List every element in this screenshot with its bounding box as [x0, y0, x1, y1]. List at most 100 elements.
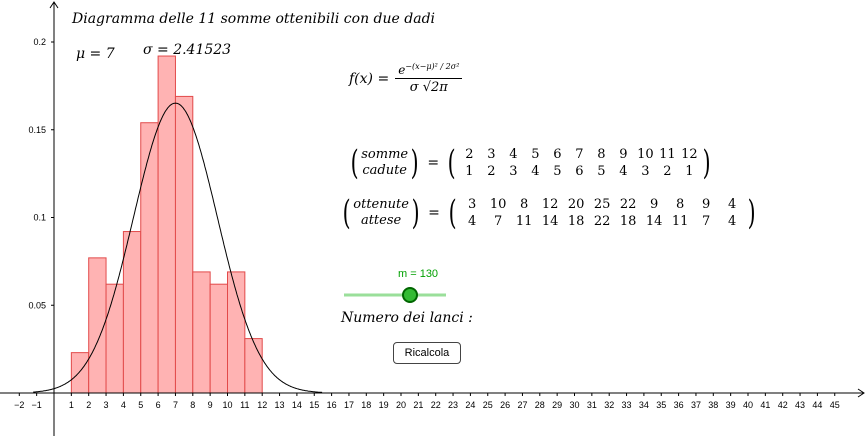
ottenute-cell-top-4: 20 — [567, 197, 585, 212]
matrix-ottenute: ( ottenute attese ) = ( 3 10 8 12 20 25 22 9 8 9 4 4… — [340, 196, 758, 230]
x-tick-label: 18 — [361, 400, 371, 410]
ottenute-cell-bottom-5: 22 — [593, 214, 611, 229]
somme-cell-top-1: 3 — [487, 147, 496, 162]
somme-cell-bottom-9: 2 — [663, 164, 672, 179]
histogram-bar — [157, 55, 176, 394]
x-tick-label: 5 — [138, 400, 143, 410]
x-tick-label: 42 — [778, 400, 788, 410]
ottenute-cell-top-3: 12 — [541, 197, 559, 212]
x-tick-label: 3 — [104, 400, 109, 410]
x-tick-label: 16 — [327, 400, 337, 410]
x-tick-label: 8 — [190, 400, 195, 410]
somme-cell-bottom-5: 6 — [575, 164, 584, 179]
somme-cell-bottom-3: 4 — [531, 164, 540, 179]
x-tick-label: 32 — [604, 400, 614, 410]
histogram-bar — [105, 283, 124, 394]
formula-numerator: e−(x−μ)² / 2σ² — [395, 62, 463, 79]
m-slider[interactable] — [340, 284, 450, 306]
somme-cell-top-2: 4 — [509, 147, 518, 162]
ottenute-cell-bottom-3: 14 — [541, 214, 559, 229]
somme-cell-bottom-10: 1 — [685, 164, 694, 179]
ottenute-cell-bottom-2: 11 — [515, 214, 533, 229]
sigma-label: σ = 2.41523 — [143, 42, 232, 58]
x-tick-label: 2 — [86, 400, 91, 410]
somme-cell-top-8: 10 — [637, 147, 654, 162]
ottenute-cell-bottom-6: 18 — [619, 214, 637, 229]
ottenute-cell-top-9: 9 — [702, 197, 711, 212]
ottenute-cell-top-5: 25 — [593, 197, 611, 212]
x-tick-label: 10 — [222, 400, 232, 410]
somme-cell-bottom-7: 4 — [619, 164, 628, 179]
x-tick-label: 23 — [448, 400, 458, 410]
x-tick-label: 33 — [622, 400, 632, 410]
somme-cell-bottom-0: 1 — [465, 164, 474, 179]
x-tick-label: 27 — [517, 400, 527, 410]
x-tick-label: 35 — [656, 400, 666, 410]
x-axis-arrow — [857, 388, 865, 398]
label-cadute: cadute — [362, 163, 408, 178]
x-tick-label: 19 — [379, 400, 389, 410]
slider-handle[interactable] — [402, 287, 418, 303]
binom-ottenute: ( ottenute attese ) — [342, 193, 420, 233]
somme-cell-top-10: 12 — [681, 147, 698, 162]
ottenute-cell-bottom-7: 14 — [645, 214, 663, 229]
x-tick-label: 34 — [639, 400, 649, 410]
x-tick-label: 22 — [431, 400, 441, 410]
x-tick-label: 21 — [413, 400, 423, 410]
x-tick-label: 11 — [240, 400, 249, 410]
somme-cell-bottom-2: 3 — [509, 164, 518, 179]
ottenute-cell-top-8: 8 — [676, 197, 685, 212]
x-tick-label: 7 — [173, 400, 178, 410]
x-tick-label: 37 — [691, 400, 701, 410]
x-tick-label: 45 — [830, 400, 840, 410]
somme-cell-top-0: 2 — [465, 147, 474, 162]
ottenute-cell-bottom-4: 18 — [567, 214, 585, 229]
ottenute-cell-top-2: 8 — [520, 197, 529, 212]
somme-cell-top-5: 7 — [575, 147, 584, 162]
ottenute-cell-bottom-9: 7 — [702, 214, 711, 229]
x-tick-label: −1 — [32, 400, 42, 410]
x-tick-label: 40 — [743, 400, 753, 410]
x-tick-label: −2 — [14, 400, 24, 410]
histogram-bar — [244, 338, 263, 394]
x-tick-label: 29 — [552, 400, 562, 410]
histogram-bar — [192, 271, 211, 394]
y-axis-arrow — [49, 1, 59, 9]
normal-formula: f(x) = e−(x−μ)² / 2σ² σ √2π — [349, 62, 463, 95]
label-attese: attese — [360, 213, 402, 228]
x-tick-label: 17 — [344, 400, 354, 410]
histogram-bar — [140, 122, 159, 394]
somme-cell-bottom-8: 3 — [641, 164, 650, 179]
formula-lhs: f(x) = — [349, 70, 390, 87]
ottenute-cell-top-6: 22 — [619, 197, 637, 212]
y-tick-label: 0.15 — [28, 125, 46, 135]
somme-cell-top-3: 5 — [531, 147, 540, 162]
y-tick-label: 0.1 — [33, 213, 46, 223]
x-tick-label: 26 — [500, 400, 510, 410]
ottenute-cell-bottom-1: 7 — [494, 214, 503, 229]
formula-fraction: e−(x−μ)² / 2σ² σ √2π — [395, 62, 463, 95]
x-tick-label: 4 — [121, 400, 126, 410]
formula-denominator: σ √2π — [409, 80, 448, 95]
x-tick-label: 15 — [309, 400, 319, 410]
x-tick-label: 14 — [292, 400, 302, 410]
plot-title: Diagramma delle 11 somme ottenibili con … — [72, 11, 436, 27]
ottenute-cell-bottom-8: 11 — [671, 214, 689, 229]
somme-cell-top-7: 9 — [619, 147, 628, 162]
binom-somme: ( somme cadute ) — [350, 143, 419, 183]
ottenute-cell-top-10: 4 — [728, 197, 737, 212]
histogram-bar — [70, 352, 90, 394]
x-tick-label: 30 — [569, 400, 579, 410]
histogram-bar — [209, 283, 228, 394]
ricalcola-button[interactable]: Ricalcola — [393, 342, 461, 364]
x-tick-label: 44 — [812, 400, 822, 410]
somme-cell-top-9: 11 — [659, 147, 676, 162]
x-tick-label: 28 — [535, 400, 545, 410]
somme-cell-top-6: 8 — [597, 147, 606, 162]
y-tick-label: 0.05 — [28, 300, 46, 310]
label-somme: somme — [361, 146, 409, 162]
ottenute-cell-bottom-0: 4 — [468, 214, 477, 229]
x-tick-label: 13 — [275, 400, 285, 410]
x-tick-label: 43 — [795, 400, 805, 410]
